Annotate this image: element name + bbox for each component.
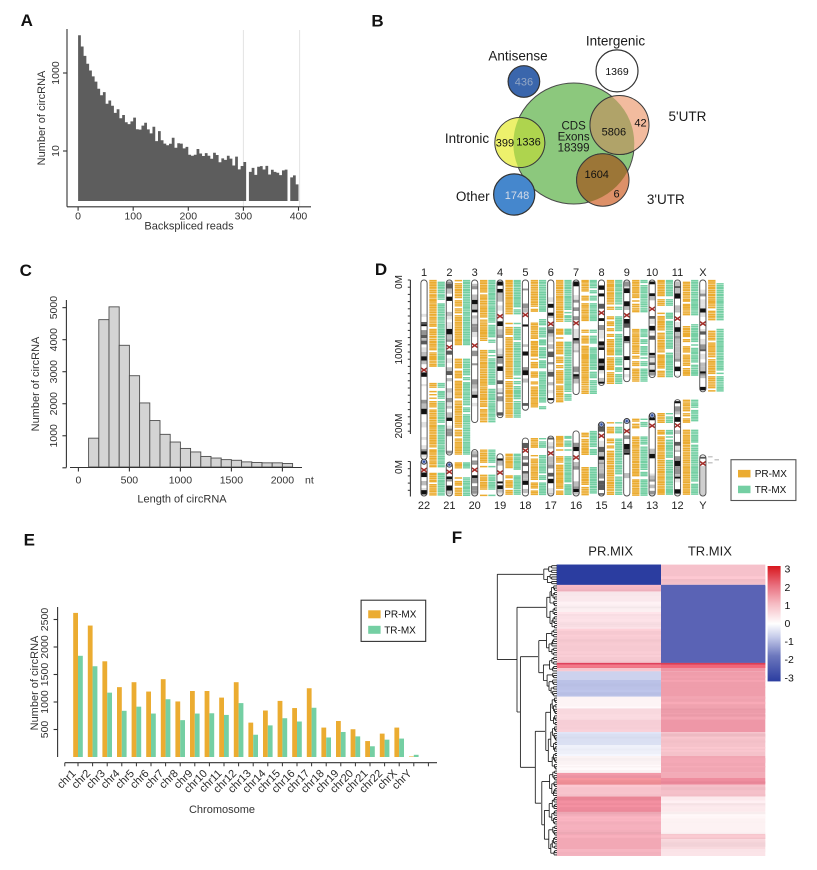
svg-text:C: C xyxy=(20,261,32,280)
svg-text:11: 11 xyxy=(672,267,683,279)
svg-text:399: 399 xyxy=(496,137,514,149)
svg-text:2000: 2000 xyxy=(39,635,51,659)
svg-text:1000: 1000 xyxy=(169,475,193,487)
svg-text:1: 1 xyxy=(785,600,791,612)
svg-text:500: 500 xyxy=(39,721,51,739)
svg-text:5806: 5806 xyxy=(602,126,626,138)
svg-text:5000: 5000 xyxy=(48,296,60,320)
svg-text:Backspliced reads: Backspliced reads xyxy=(144,221,234,233)
svg-text:2000: 2000 xyxy=(271,475,295,487)
svg-text:1500: 1500 xyxy=(39,663,51,687)
svg-text:400: 400 xyxy=(290,211,308,223)
svg-text:3'UTR: 3'UTR xyxy=(647,192,685,207)
svg-text:2000: 2000 xyxy=(48,392,60,416)
svg-text:Chromosome: Chromosome xyxy=(189,804,255,816)
svg-text:4: 4 xyxy=(497,267,503,279)
svg-text:TR-MX: TR-MX xyxy=(755,485,787,496)
svg-text:5: 5 xyxy=(522,267,528,279)
svg-text:Other: Other xyxy=(456,189,490,204)
svg-text:16: 16 xyxy=(570,500,582,512)
svg-text:3000: 3000 xyxy=(48,360,60,384)
svg-text:PR-MX: PR-MX xyxy=(755,469,788,480)
svg-text:nt: nt xyxy=(305,475,314,487)
svg-text:8: 8 xyxy=(598,267,604,279)
svg-text:18: 18 xyxy=(519,500,531,512)
svg-text:13: 13 xyxy=(646,500,658,512)
svg-text:4000: 4000 xyxy=(48,328,60,352)
svg-text:436: 436 xyxy=(515,77,533,89)
svg-text:-2: -2 xyxy=(785,654,794,666)
svg-text:42: 42 xyxy=(634,118,646,130)
svg-text:2: 2 xyxy=(446,267,452,279)
svg-text:3: 3 xyxy=(785,564,791,576)
svg-text:0M: 0M xyxy=(394,460,405,474)
svg-text:7: 7 xyxy=(573,267,579,279)
svg-text:17: 17 xyxy=(545,500,557,512)
svg-text:18399: 18399 xyxy=(558,143,590,155)
svg-text:100M: 100M xyxy=(394,339,405,364)
svg-text:6: 6 xyxy=(614,188,620,200)
svg-text:2500: 2500 xyxy=(39,608,51,632)
svg-text:Antisense: Antisense xyxy=(488,49,547,64)
svg-text:1604: 1604 xyxy=(584,169,608,181)
svg-text:22: 22 xyxy=(418,500,430,512)
svg-text:1000: 1000 xyxy=(48,424,60,448)
svg-text:1000: 1000 xyxy=(39,690,51,714)
svg-text:-3: -3 xyxy=(785,672,794,684)
svg-text:A: A xyxy=(21,11,33,30)
svg-text:5'UTR: 5'UTR xyxy=(669,109,707,124)
svg-text:100: 100 xyxy=(124,211,142,223)
svg-text:1500: 1500 xyxy=(220,475,244,487)
svg-text:9: 9 xyxy=(624,267,630,279)
svg-text:20: 20 xyxy=(469,500,481,512)
svg-text:0: 0 xyxy=(75,475,81,487)
svg-text:10: 10 xyxy=(50,145,62,157)
svg-text:Y: Y xyxy=(699,500,707,512)
svg-text:PR.MIX: PR.MIX xyxy=(588,544,633,559)
svg-text:D: D xyxy=(375,260,387,279)
svg-text:1000: 1000 xyxy=(50,61,62,85)
svg-text:Length of circRNA: Length of circRNA xyxy=(137,494,227,506)
svg-text:14: 14 xyxy=(621,500,633,512)
svg-text:300: 300 xyxy=(235,211,253,223)
svg-text:CDS: CDS xyxy=(561,121,586,133)
svg-text:0: 0 xyxy=(75,211,81,223)
svg-text:PR-MX: PR-MX xyxy=(384,610,417,621)
svg-text:12: 12 xyxy=(671,500,683,512)
svg-text:1336: 1336 xyxy=(516,136,540,148)
svg-text:0: 0 xyxy=(785,618,791,630)
svg-text:Number of circRNA: Number of circRNA xyxy=(30,336,42,431)
svg-text:Number of circRNA: Number of circRNA xyxy=(29,635,41,730)
svg-text:Intronic: Intronic xyxy=(445,131,490,146)
svg-text:200M: 200M xyxy=(394,413,405,438)
svg-text:500: 500 xyxy=(121,475,139,487)
svg-text:Intergenic: Intergenic xyxy=(586,34,646,49)
svg-text:X: X xyxy=(699,267,707,279)
svg-text:Exons: Exons xyxy=(558,132,590,144)
svg-text:TR.MIX: TR.MIX xyxy=(688,544,732,559)
svg-text:1748: 1748 xyxy=(505,190,529,202)
svg-text:3: 3 xyxy=(472,267,478,279)
svg-text:19: 19 xyxy=(494,500,506,512)
svg-text:10: 10 xyxy=(646,267,658,279)
svg-text:1369: 1369 xyxy=(605,66,629,78)
svg-text:21: 21 xyxy=(443,500,455,512)
svg-text:2: 2 xyxy=(785,582,791,594)
svg-text:B: B xyxy=(371,12,383,31)
svg-text:E: E xyxy=(24,531,35,550)
svg-text:1: 1 xyxy=(421,267,427,279)
svg-text:6: 6 xyxy=(548,267,554,279)
svg-text:F: F xyxy=(452,528,462,547)
svg-text:0M: 0M xyxy=(394,275,405,289)
svg-text:-1: -1 xyxy=(785,636,794,648)
svg-text:Number of circRNA: Number of circRNA xyxy=(36,70,48,165)
svg-text:TR-MX: TR-MX xyxy=(384,625,416,636)
svg-text:200: 200 xyxy=(180,211,198,223)
svg-text:15: 15 xyxy=(595,500,607,512)
